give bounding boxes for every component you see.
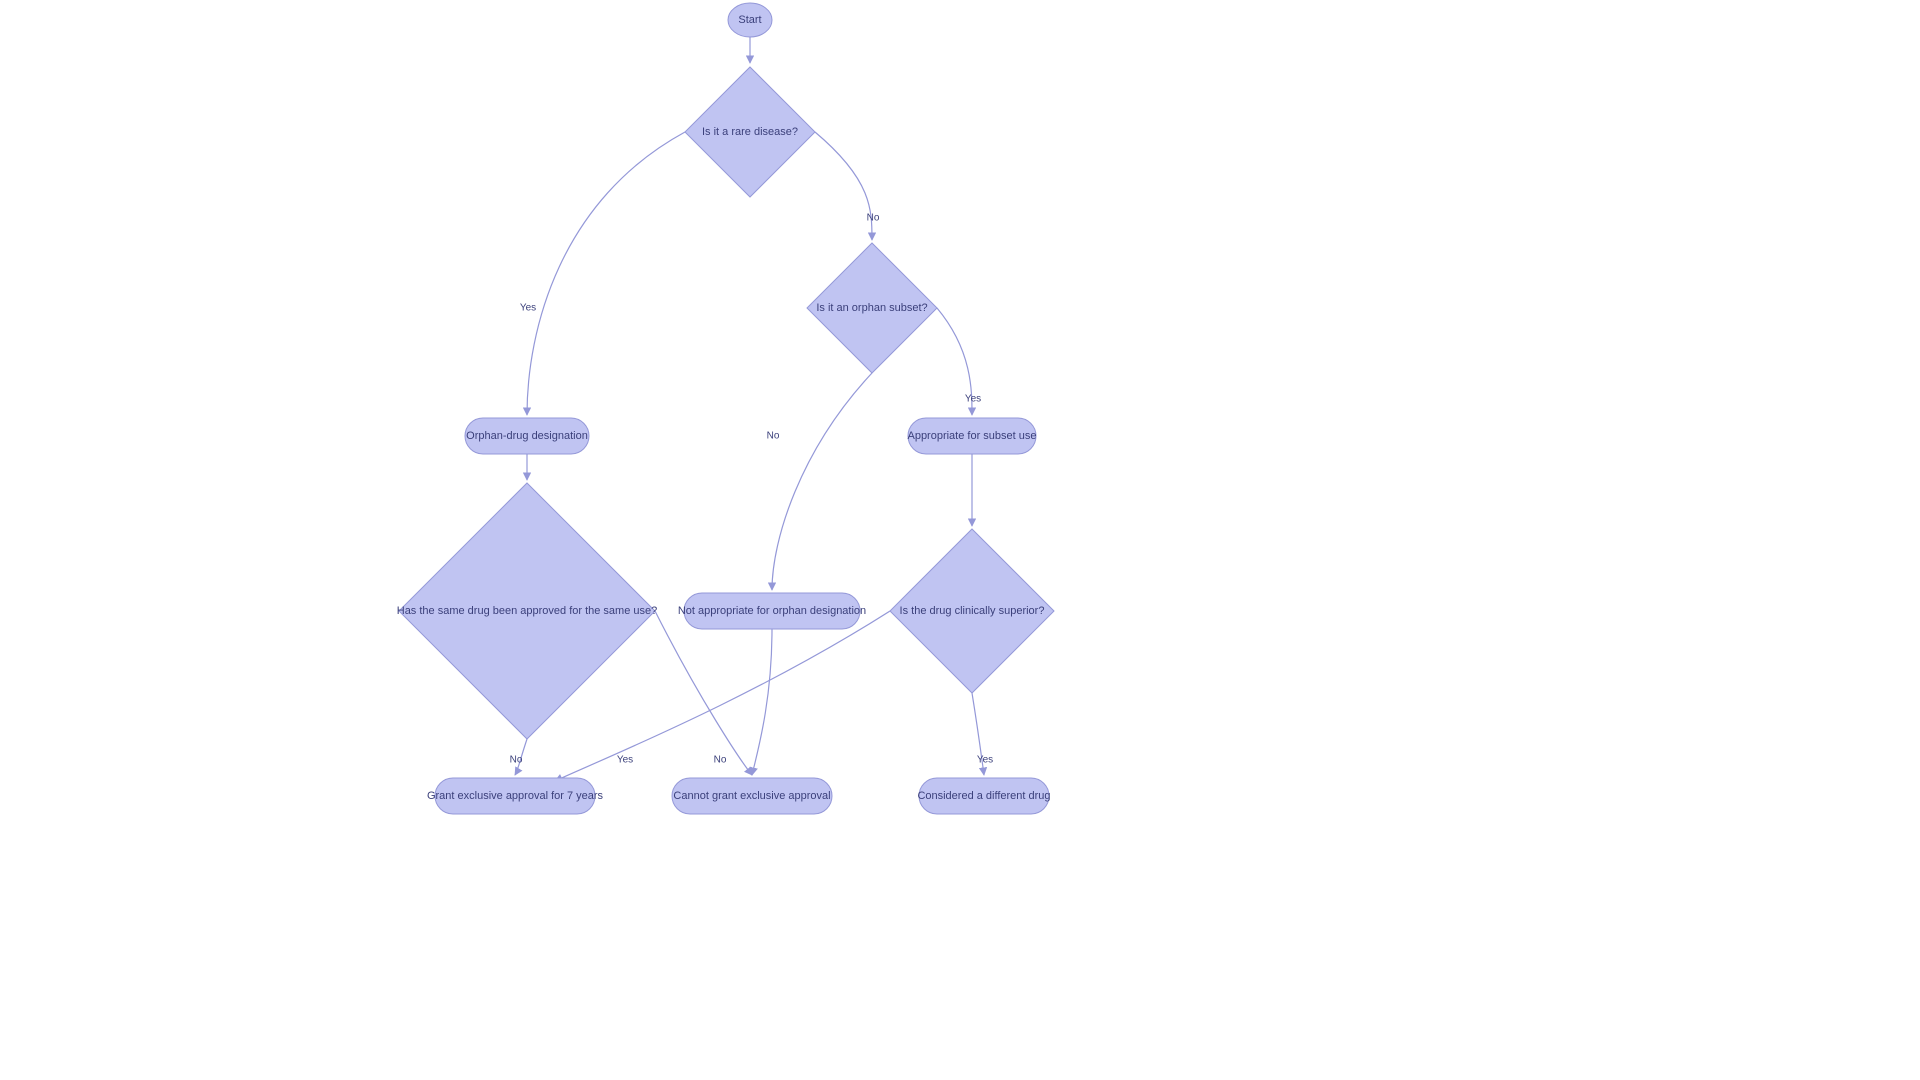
node-start: Start [728, 3, 772, 37]
edge-label-subset-appropriate: Yes [965, 394, 981, 405]
node-cannot_grant: Cannot grant exclusive approval [672, 778, 832, 814]
node-label-superior: Is the drug clinically superior? [900, 605, 1045, 617]
node-label-start: Start [738, 14, 761, 26]
node-label-appropriate: Appropriate for subset use [907, 430, 1036, 442]
edge-label-subset-not_appropriate: No [767, 431, 780, 442]
node-orphan_desig: Orphan-drug designation [465, 418, 589, 454]
node-label-grant_excl: Grant exclusive approval for 7 years [427, 790, 604, 802]
node-label-subset: Is it an orphan subset? [816, 302, 927, 314]
edge-not_appropriate-cannot_grant [752, 629, 772, 775]
edge-subset-not_appropriate [772, 373, 872, 590]
edge-label-rare-orphan_desig: Yes [520, 303, 536, 314]
node-grant_excl: Grant exclusive approval for 7 years [427, 778, 604, 814]
edge-label-same_drug-grant_excl: No [510, 755, 523, 766]
node-label-not_appropriate: Not appropriate for orphan designation [678, 605, 866, 617]
node-not_appropriate: Not appropriate for orphan designation [678, 593, 866, 629]
edge-rare-orphan_desig [527, 132, 685, 415]
node-label-cannot_grant: Cannot grant exclusive approval [673, 790, 830, 802]
edge-label-rare-subset: No [867, 213, 880, 224]
node-label-different_drug: Considered a different drug [917, 790, 1050, 802]
node-rare: Is it a rare disease? [685, 67, 815, 197]
node-label-same_drug: Has the same drug been approved for the … [397, 605, 658, 617]
edge-rare-subset [815, 132, 872, 240]
edge-label-same_drug-cannot_grant: Yes [617, 755, 633, 766]
node-appropriate: Appropriate for subset use [907, 418, 1036, 454]
node-label-orphan_desig: Orphan-drug designation [466, 430, 588, 442]
node-superior: Is the drug clinically superior? [890, 529, 1054, 693]
node-label-rare: Is it a rare disease? [702, 126, 798, 138]
node-subset: Is it an orphan subset? [807, 243, 937, 373]
node-same_drug: Has the same drug been approved for the … [397, 483, 658, 739]
node-different_drug: Considered a different drug [917, 778, 1050, 814]
edge-same_drug-cannot_grant [655, 611, 752, 775]
flowchart-canvas: Start Is it a rare disease? Is it an orpha… [0, 0, 1920, 1080]
edge-label-superior-grant_excl: No [714, 755, 727, 766]
edge-label-superior-different_drug: Yes [977, 755, 993, 766]
